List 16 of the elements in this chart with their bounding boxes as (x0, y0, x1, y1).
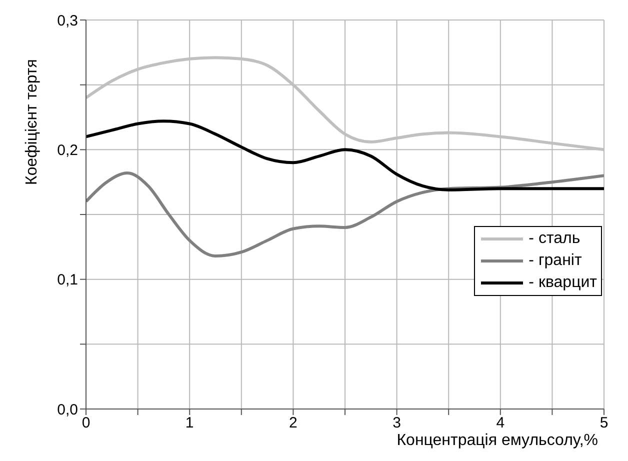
line-series (86, 120, 604, 192)
y-tick-label: 0,0 (57, 401, 78, 418)
x-axis-title: Концентрація емульсолу,% (396, 432, 598, 449)
legend-label: - сталь (528, 229, 580, 249)
y-tick-label: 0,3 (57, 12, 78, 30)
legend-label: - граніт (528, 251, 582, 271)
x-tick-label: 4 (496, 414, 505, 432)
legend-label: - кварцит (528, 273, 597, 293)
x-tick-label: 0 (82, 414, 90, 432)
x-tick-label: 2 (289, 414, 298, 432)
x-tick-label: 1 (185, 414, 194, 432)
y-tick-label: 0,1 (57, 272, 78, 289)
x-tick-label: 5 (600, 414, 608, 432)
y-tick-label: 0,2 (57, 142, 78, 159)
x-tick-label: 3 (392, 414, 401, 432)
y-axis-title: Коефіцієнт тертя (23, 59, 40, 185)
